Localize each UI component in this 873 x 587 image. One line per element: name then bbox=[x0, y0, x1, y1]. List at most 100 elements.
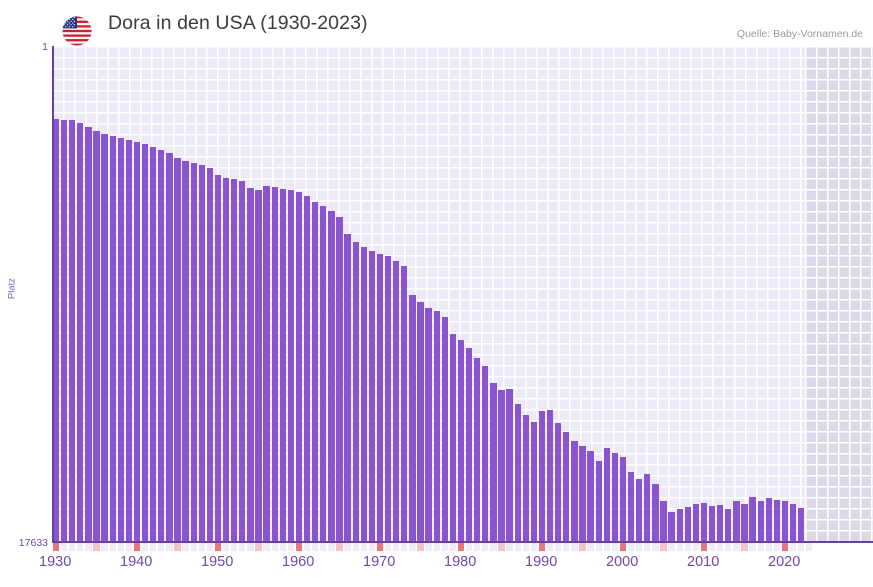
x-tickmark bbox=[117, 543, 124, 551]
bar bbox=[482, 366, 489, 542]
x-tickmark bbox=[684, 543, 691, 551]
bar bbox=[231, 179, 238, 542]
x-tickmark bbox=[417, 543, 424, 551]
chart-source-label: Quelle: Baby-Vornamen.de bbox=[736, 28, 863, 40]
bar bbox=[465, 348, 473, 542]
x-tickmark bbox=[514, 543, 521, 551]
x-tickmark bbox=[441, 543, 448, 551]
x-tickmark bbox=[781, 543, 789, 551]
bar bbox=[344, 234, 351, 542]
bar bbox=[773, 500, 781, 542]
bar bbox=[166, 153, 173, 542]
bar bbox=[441, 317, 448, 542]
x-tickmark bbox=[279, 543, 286, 551]
chart-title: Dora in den USA (1930-2023) bbox=[108, 12, 368, 34]
x-tickmark bbox=[69, 543, 76, 551]
bar bbox=[117, 138, 124, 542]
x-tickmark bbox=[263, 543, 270, 551]
bar bbox=[619, 457, 627, 542]
bar bbox=[214, 175, 222, 542]
x-tickmark bbox=[101, 543, 108, 551]
bar bbox=[60, 120, 68, 542]
x-tickmark bbox=[344, 543, 351, 551]
x-tickmark bbox=[85, 543, 92, 551]
bar bbox=[571, 441, 578, 542]
x-tickmark bbox=[384, 543, 392, 551]
x-tickmark bbox=[198, 543, 205, 551]
bar bbox=[182, 161, 189, 542]
bar bbox=[563, 432, 570, 542]
x-tickmark bbox=[125, 543, 133, 551]
x-tickmark bbox=[757, 543, 764, 551]
bar bbox=[174, 158, 181, 542]
bar bbox=[717, 505, 724, 542]
x-tickmark bbox=[77, 543, 84, 551]
x-tickmark bbox=[538, 543, 546, 551]
plot-area bbox=[52, 46, 873, 542]
bar bbox=[239, 181, 246, 542]
bar bbox=[627, 472, 635, 542]
bar bbox=[741, 504, 748, 542]
x-tickmark bbox=[239, 543, 246, 551]
x-tickmark bbox=[150, 543, 157, 551]
x-tickmark bbox=[611, 543, 619, 551]
x-tickmark bbox=[166, 543, 173, 551]
y-axis-tick-bottom: 17633 bbox=[18, 537, 48, 549]
x-tickmark bbox=[231, 543, 238, 551]
x-tickmark bbox=[312, 543, 319, 551]
x-axis-tick-label: 1940 bbox=[120, 554, 153, 570]
x-tickmark bbox=[765, 543, 772, 551]
x-tickmark bbox=[530, 543, 538, 551]
y-axis-title: Platz bbox=[6, 277, 18, 300]
x-tickmark bbox=[182, 543, 189, 551]
x-tickmark bbox=[376, 543, 384, 551]
x-tickmark bbox=[206, 543, 214, 551]
x-tickmark bbox=[393, 543, 400, 551]
bar bbox=[409, 295, 416, 542]
x-tickmark bbox=[595, 543, 602, 551]
bar bbox=[303, 196, 311, 542]
y-axis-tick-top: 1 bbox=[42, 41, 48, 53]
bar bbox=[506, 389, 513, 542]
bar bbox=[271, 187, 278, 542]
bar bbox=[514, 404, 521, 542]
bar bbox=[684, 507, 691, 542]
bar bbox=[85, 127, 92, 542]
bar bbox=[287, 190, 295, 542]
bar bbox=[320, 206, 327, 542]
x-tickmark bbox=[708, 543, 716, 551]
x-tickmark bbox=[222, 543, 230, 551]
x-tickmark bbox=[409, 543, 416, 551]
bar bbox=[393, 261, 400, 542]
x-tickmark bbox=[336, 543, 343, 551]
x-axis-tick-label: 2000 bbox=[606, 554, 639, 570]
x-tickmark bbox=[425, 543, 432, 551]
bar bbox=[312, 202, 319, 542]
bar bbox=[206, 168, 214, 542]
bar-series bbox=[52, 46, 873, 542]
bar bbox=[700, 503, 708, 542]
x-tickmark bbox=[93, 543, 100, 551]
x-tickmark bbox=[798, 543, 805, 551]
bar bbox=[295, 192, 303, 542]
x-axis-labels: 1930 1940 1950 1960 1970 1980 1990 2000 2010 2020 bbox=[0, 554, 873, 584]
x-tickmark bbox=[328, 543, 335, 551]
bar bbox=[125, 140, 133, 542]
x-axis-tick-label: 1980 bbox=[444, 554, 477, 570]
y-axis-line bbox=[52, 46, 54, 543]
x-axis-tick-label: 1990 bbox=[525, 554, 558, 570]
x-tickmark bbox=[174, 543, 181, 551]
x-tickmark bbox=[287, 543, 295, 551]
x-axis-tick-label: 1950 bbox=[201, 554, 234, 570]
x-axis-tick-label: 1970 bbox=[363, 554, 396, 570]
bar bbox=[636, 479, 643, 542]
bar bbox=[676, 509, 683, 542]
x-tickmark bbox=[644, 543, 651, 551]
x-tickmark bbox=[789, 543, 797, 551]
bar bbox=[798, 508, 805, 542]
x-tickmark bbox=[60, 543, 68, 551]
x-tickmark bbox=[636, 543, 643, 551]
bar bbox=[749, 497, 756, 542]
x-tickmark bbox=[563, 543, 570, 551]
x-tickmark bbox=[668, 543, 675, 551]
